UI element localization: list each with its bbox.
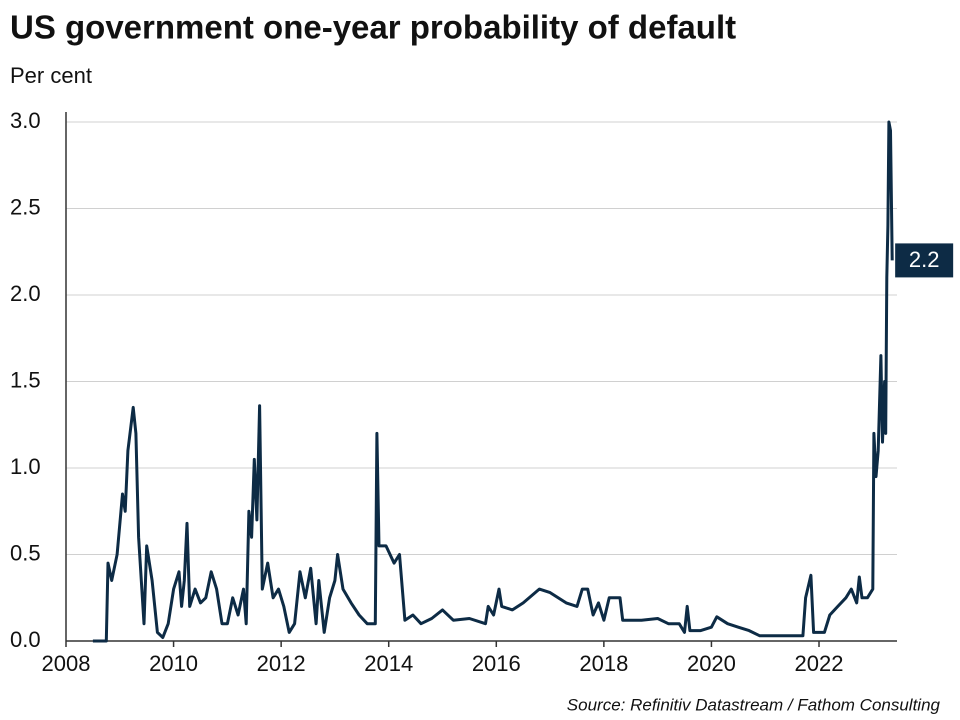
data-line: [92, 120, 894, 643]
y-tick-label: 0.5: [10, 540, 41, 565]
annotation-label: 2.2: [909, 247, 940, 272]
y-axis-label: Per cent: [10, 63, 92, 88]
y-tick-label: 0.0: [10, 627, 41, 652]
chart-title: US government one-year probability of de…: [10, 9, 736, 46]
annotation-box: [895, 243, 954, 278]
x-tick-label: 2020: [687, 651, 736, 676]
x-tick-label: 2022: [795, 651, 844, 676]
x-tick-label: 2008: [42, 651, 91, 676]
x-tick-label: 2010: [149, 651, 198, 676]
y-tick-label: 3.0: [10, 108, 41, 133]
y-tick-label: 2.0: [10, 281, 41, 306]
x-tick-label: 2012: [257, 651, 306, 676]
x-tick-label: 2014: [364, 651, 413, 676]
y-tick-label: 1.0: [10, 454, 41, 479]
x-tick-label: 2018: [579, 651, 628, 676]
x-tick-label: 2016: [472, 651, 521, 676]
source: Source: Refinitiv Datastream / Fathom Co…: [567, 695, 941, 714]
y-tick-label: 1.5: [10, 367, 41, 392]
y-tick-label: 2.5: [10, 194, 41, 219]
